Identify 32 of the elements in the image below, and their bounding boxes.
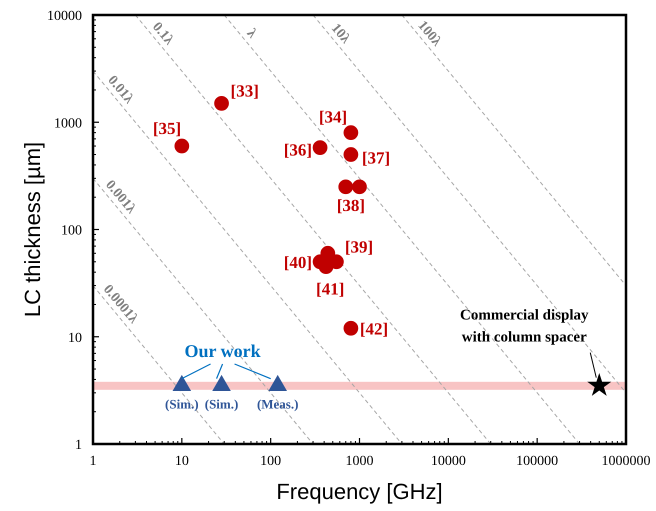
x-tick-label: 1000 — [346, 454, 374, 469]
x-tick-label: 1000000 — [602, 454, 650, 469]
annotation: [39] — [344, 237, 374, 256]
annotation: Our work — [184, 341, 261, 361]
annotation: (Meas.) — [256, 396, 298, 412]
text: 10λ — [328, 20, 353, 47]
x-tick-label: 100000 — [516, 454, 558, 469]
y-tick-label: 1 — [75, 438, 82, 453]
x-tick-label: 10 — [174, 454, 189, 469]
annotation: (Sim.) — [165, 396, 199, 412]
x-tick-label: 1 — [90, 454, 96, 469]
y-tick-label: 100 — [61, 224, 82, 238]
annotation: [37] — [362, 148, 390, 168]
annotation: [42] — [360, 319, 388, 338]
annotation: [41] — [316, 280, 344, 299]
y-tick-label: 10000 — [47, 9, 82, 24]
y-tick-label: 10 — [68, 330, 82, 346]
x-tick-label: 10000 — [430, 454, 466, 469]
x-tick-label: 100 — [260, 454, 282, 469]
annotation: [35] — [152, 119, 182, 138]
annotation: [34] — [318, 108, 348, 127]
text: 0.1λ — [149, 20, 176, 48]
annotation: Commercial display with column spacer — [460, 308, 589, 346]
y-axis-title: LC thickness [µm] — [20, 142, 45, 318]
y-tick-label: 1000 — [54, 116, 82, 132]
annotation: [38] — [336, 196, 366, 215]
annotation: [40] — [284, 252, 312, 272]
annotation: (Sim.) — [204, 396, 238, 412]
annotation: [33] — [230, 81, 259, 100]
x-axis-title: Frequency [GHz] — [276, 479, 443, 504]
annotation: [36] — [284, 140, 312, 160]
text: λ — [243, 26, 260, 42]
